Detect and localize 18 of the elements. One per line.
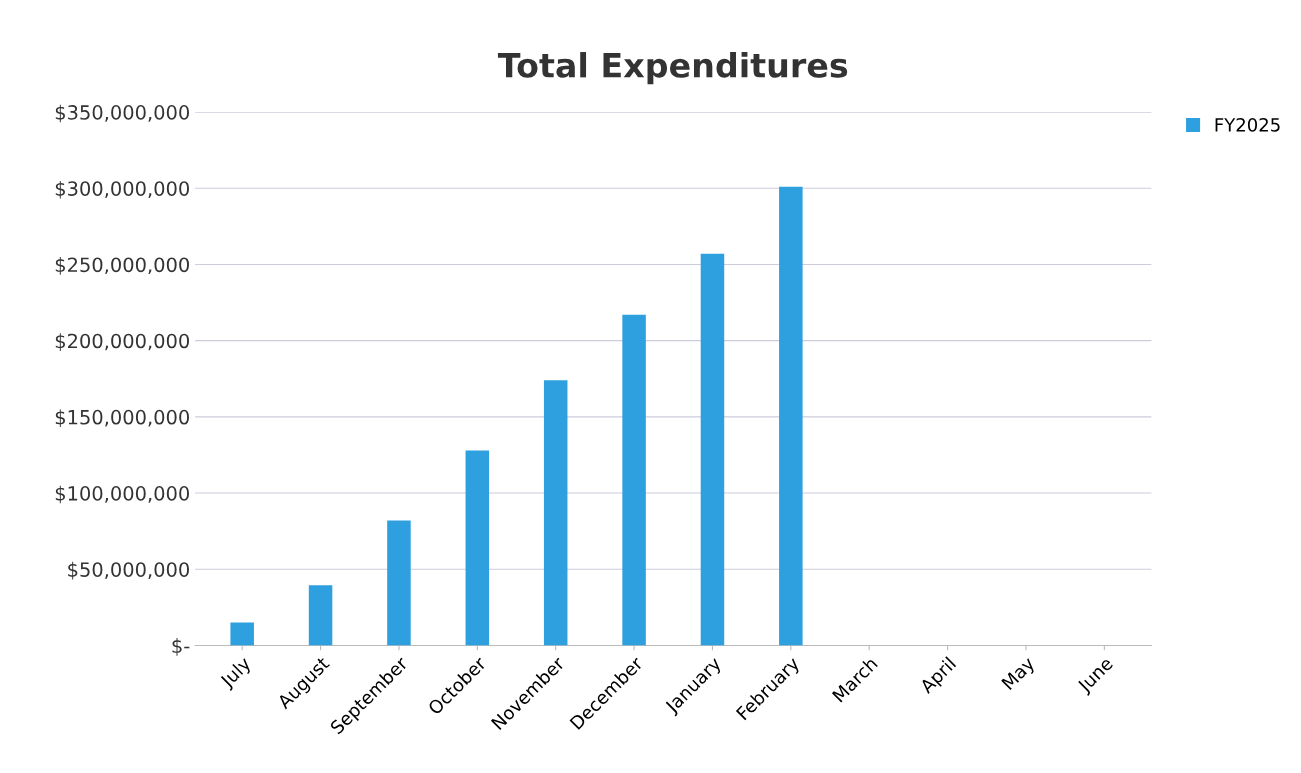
bar <box>543 380 568 646</box>
bar <box>700 253 725 646</box>
y-tick-label: $300,000,000 <box>55 180 189 199</box>
y-tick-label: $350,000,000 <box>55 104 189 123</box>
y-tick-label: $100,000,000 <box>55 485 189 504</box>
legend-label: FY2025 <box>1215 117 1280 132</box>
bar <box>779 186 803 646</box>
y-tick-label: $50,000,000 <box>68 561 189 580</box>
bar <box>387 520 411 646</box>
y-tick-label: $250,000,000 <box>55 257 189 275</box>
bar <box>465 450 490 646</box>
y-tick-label: $150,000,000 <box>55 409 189 428</box>
bar <box>308 585 333 646</box>
bar <box>230 622 254 646</box>
y-tick-label: $- <box>172 638 190 656</box>
chart-title: Total Expenditures <box>497 52 848 85</box>
y-tick-label: $200,000,000 <box>55 333 189 351</box>
bar <box>622 314 646 646</box>
